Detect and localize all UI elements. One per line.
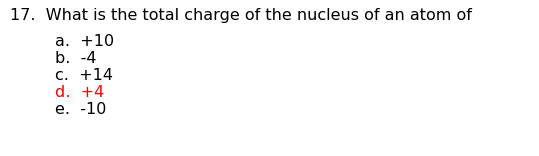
Text: d.  +4: d. +4	[55, 85, 104, 100]
Text: e.  -10: e. -10	[55, 102, 106, 117]
Text: 17.  What is the total charge of the nucleus of an atom of: 17. What is the total charge of the nucl…	[10, 8, 477, 23]
Text: c.  +14: c. +14	[55, 68, 113, 83]
Text: b.  -4: b. -4	[55, 51, 96, 66]
Text: a.  +10: a. +10	[55, 34, 114, 49]
